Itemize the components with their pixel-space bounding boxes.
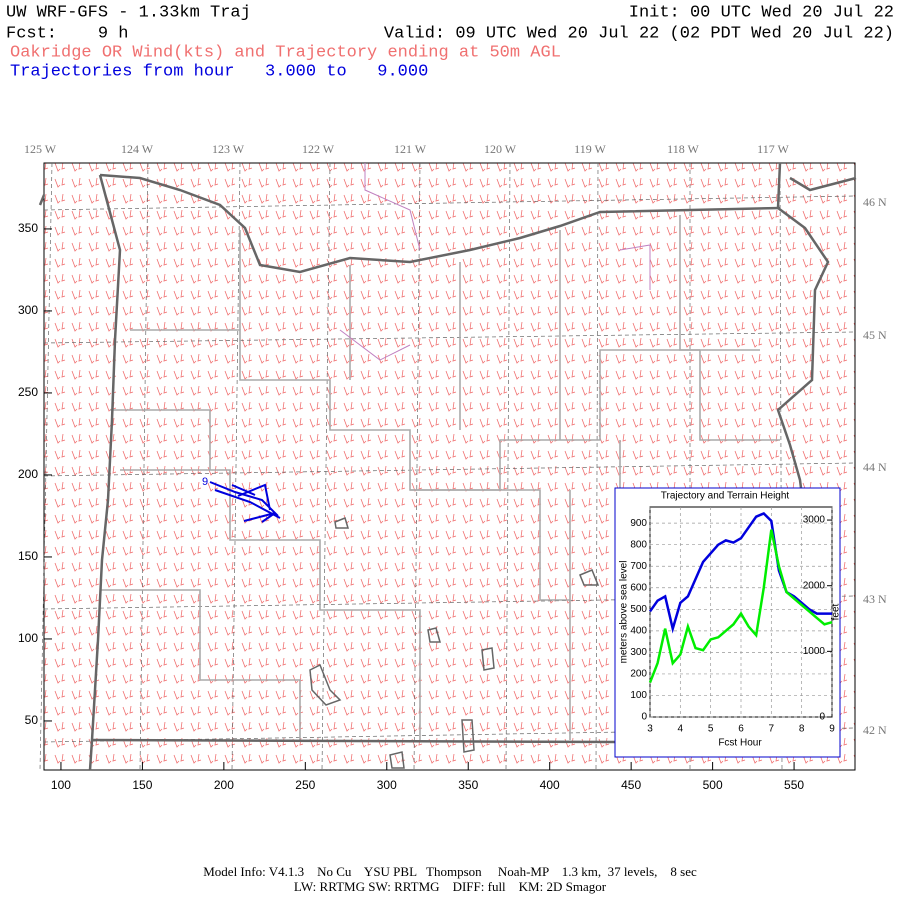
lakes xyxy=(309,516,600,769)
y-tick-label: 400 xyxy=(630,625,647,636)
latitude-label: 42 N xyxy=(863,723,887,737)
x-tick-label: 350 xyxy=(458,778,478,792)
y-tick-label: 350 xyxy=(18,221,38,235)
x-tick-label: 550 xyxy=(784,778,804,792)
trajectory xyxy=(209,481,281,523)
map: 9 xyxy=(38,162,857,771)
longitude-label: 123 W xyxy=(212,142,245,156)
y-tick-label: 200 xyxy=(18,467,38,481)
longitude-label: 121 W xyxy=(394,142,427,156)
x-tick-label: 6 xyxy=(738,724,744,735)
river-features xyxy=(339,163,651,361)
inset-frame xyxy=(614,487,841,758)
trajectory-label: 9 xyxy=(202,476,208,488)
inset-y2label: feet xyxy=(831,603,842,620)
y-tick-label: 250 xyxy=(18,385,38,399)
y-tick-label: 100 xyxy=(630,690,647,701)
series-line xyxy=(648,511,832,634)
y2-tick-label: 2000 xyxy=(803,580,826,591)
y-tick-label: 600 xyxy=(630,582,647,593)
latitude-label: 43 N xyxy=(863,592,887,606)
x-tick-label: 100 xyxy=(51,778,71,792)
footer-line1: Model Info: V4.1.3 No Cu YSU PBL Thompso… xyxy=(203,864,697,879)
x-tick-label: 7 xyxy=(769,724,775,735)
inset-xlabel: Fcst Hour xyxy=(718,738,762,749)
x-tick-label: 3 xyxy=(647,724,653,735)
series-line xyxy=(648,529,833,683)
map-labels: 100 150 200 250 300 350 400 450 500 5505010015020… xyxy=(18,142,887,792)
longitude-label: 125 W xyxy=(24,142,57,156)
footer-line2: LW: RRTMG SW: RRTMG DIFF: full KM: 2D Sm… xyxy=(294,879,607,894)
y-tick-label: 300 xyxy=(18,303,38,317)
y-tick-label: 50 xyxy=(25,713,39,727)
trajectory-range: Trajectories from hour 3.000 to 9.000 xyxy=(10,62,428,81)
y-tick-label: 200 xyxy=(630,669,647,680)
header-title: UW WRF-GFS - 1.33km Traj xyxy=(6,3,251,22)
longitude-label: 119 W xyxy=(574,142,606,156)
y-tick-label: 900 xyxy=(630,518,647,529)
longitude-label: 118 W xyxy=(667,142,699,156)
inset: Trajectory and Terrain Height Fcst Hour … xyxy=(614,487,842,758)
x-tick-label: 450 xyxy=(621,778,641,792)
forecast-hour: Fcst: 9 h xyxy=(6,24,128,43)
y-tick-label: 0 xyxy=(641,712,647,723)
longitude-label: 120 W xyxy=(484,142,517,156)
y-tick-label: 500 xyxy=(630,604,647,615)
y-tick-label: 150 xyxy=(18,549,38,563)
x-tick-label: 8 xyxy=(799,724,805,735)
inset-ylabel: meters above sea level xyxy=(619,561,630,664)
x-tick-label: 300 xyxy=(377,778,397,792)
x-tick-label: 5 xyxy=(708,724,714,735)
subtitle: Oakridge OR Wind(kts) and Trajectory end… xyxy=(10,43,561,62)
x-tick-label: 400 xyxy=(540,778,560,792)
x-tick-label: 250 xyxy=(295,778,315,792)
x-tick-label: 9 xyxy=(829,724,835,735)
county-borders xyxy=(100,215,780,740)
x-tick-label: 150 xyxy=(132,778,152,792)
x-tick-label: 4 xyxy=(678,724,684,735)
y-tick-label: 300 xyxy=(630,647,647,658)
latitude-label: 44 N xyxy=(863,460,887,474)
y-tick-label: 700 xyxy=(630,561,647,572)
x-tick-label: 500 xyxy=(703,778,723,792)
y-tick-label: 100 xyxy=(18,631,38,645)
longitude-label: 117 W xyxy=(757,142,789,156)
longitude-label: 122 W xyxy=(302,142,335,156)
latitude-label: 46 N xyxy=(863,195,887,209)
init-time: Init: 00 UTC Wed 20 Jul 22 xyxy=(629,3,894,22)
latitude-label: 45 N xyxy=(863,328,887,342)
inset-marks: 3 4 5 6 7 8 9010020030040050060070080090001000… xyxy=(630,507,835,735)
y2-tick-label: 0 xyxy=(819,712,825,723)
y2-tick-label: 3000 xyxy=(803,515,826,526)
longitude-label: 124 W xyxy=(121,142,154,156)
valid-time: Valid: 09 UTC Wed 20 Jul 22 (02 PDT Wed … xyxy=(384,24,894,43)
y2-tick-label: 1000 xyxy=(803,646,826,657)
inset-title: Trajectory and Terrain Height xyxy=(661,491,790,502)
latlon-grid xyxy=(39,162,856,771)
y-tick-label: 800 xyxy=(630,539,647,550)
x-tick-label: 200 xyxy=(214,778,234,792)
